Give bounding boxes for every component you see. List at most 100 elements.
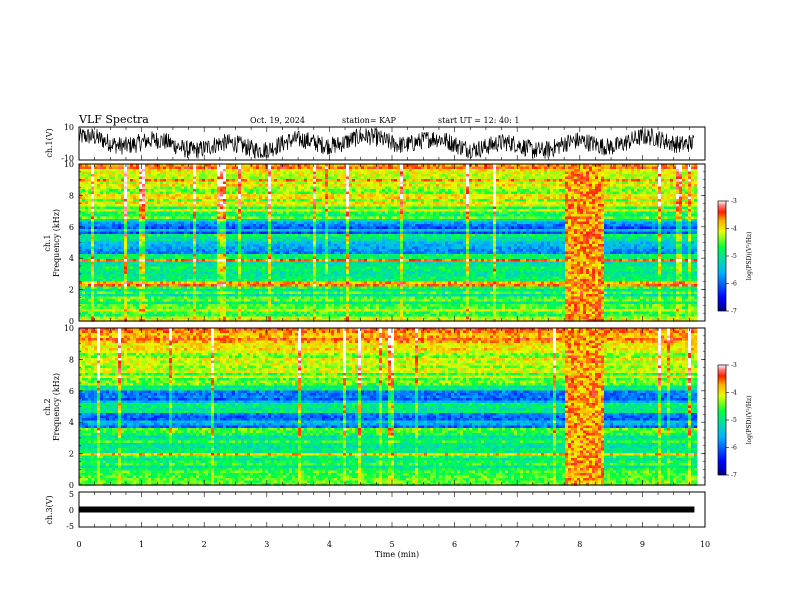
spectrogram1-cell	[103, 289, 106, 292]
spectrogram1-cell	[88, 174, 91, 177]
spectrogram1-cell	[136, 182, 139, 185]
spectrogram1-cell	[127, 259, 130, 262]
spectrogram1-cell	[103, 279, 106, 282]
spectrogram1-cell	[121, 227, 124, 230]
spectrogram1-cell	[133, 247, 136, 250]
spectrogram1-cell	[103, 197, 106, 200]
spectrogram1-cell	[115, 197, 118, 200]
spectrogram1-cell	[91, 267, 94, 270]
spectrogram1-cell	[145, 169, 148, 172]
spectrogram1-cell	[106, 232, 109, 235]
spectrogram1-cell	[121, 204, 124, 207]
spectrogram1-cell	[127, 269, 130, 272]
spectrogram1-cell	[124, 217, 127, 220]
spectrogram1-cell	[109, 249, 112, 252]
spectrogram1-cell	[148, 219, 151, 222]
spectrogram1-cell	[157, 289, 160, 292]
spectrogram1-cell	[91, 284, 94, 287]
spectrogram1-cell	[112, 279, 115, 282]
spectrogram1-cell	[130, 232, 133, 235]
spectrogram1-cell	[112, 179, 115, 182]
spectrogram1-cell	[109, 224, 112, 227]
spectrogram1-cell	[94, 289, 97, 292]
spectrogram1-cell	[88, 179, 91, 182]
spectrogram1-cell	[127, 307, 130, 310]
spectrogram1-cell	[115, 202, 118, 205]
spectrogram1-cell	[154, 207, 157, 210]
spectrogram1-cell	[118, 197, 121, 200]
spectrogram1-cell	[100, 317, 103, 320]
spectrogram1-cell	[91, 224, 94, 227]
spectrogram1-cell	[136, 167, 139, 170]
spectrogram1-cell	[91, 167, 94, 170]
spectrogram1-cell	[139, 254, 142, 257]
spectrogram1-cell	[106, 179, 109, 182]
spectrogram1-cell	[118, 307, 121, 310]
spectrogram1-cell	[130, 314, 133, 317]
spectrogram1-cell	[112, 284, 115, 287]
spectrogram1-cell	[124, 199, 127, 202]
spectrogram1-cell	[109, 167, 112, 170]
spectrogram1-cell	[127, 302, 130, 305]
spectrogram1-cell	[94, 312, 97, 315]
spectrogram1-cell	[115, 239, 118, 242]
spectrogram1-cell	[100, 239, 103, 242]
spectrogram1-cell	[145, 219, 148, 222]
spectrogram1-cell	[103, 259, 106, 262]
spectrogram1-cell	[136, 317, 139, 320]
spectrogram1-cell	[142, 234, 145, 237]
spectrogram1-cell	[88, 167, 91, 170]
spectrogram1-cell	[85, 287, 88, 290]
spectrogram1-cell	[109, 239, 112, 242]
spectrogram1-cell	[82, 202, 85, 205]
spectrogram1-cell	[124, 169, 127, 172]
spectrogram1-cell	[103, 172, 106, 175]
spectrogram1-cell	[109, 197, 112, 200]
spectrogram1-cell	[91, 247, 94, 250]
spectrogram1-cell	[112, 264, 115, 267]
spectrogram1-cell	[106, 302, 109, 305]
spectrogram1-cell	[106, 192, 109, 195]
spectrogram1-cell	[136, 239, 139, 242]
spectrogram1-cell	[103, 304, 106, 307]
spectrogram1-cell	[115, 314, 118, 317]
spectrogram1-cell	[94, 247, 97, 250]
spectrogram1-cell	[115, 292, 118, 295]
spectrogram1-cell	[109, 212, 112, 215]
spectrogram1-cell	[94, 214, 97, 217]
spectrogram1-cell	[97, 187, 100, 190]
spectrogram1-cell	[97, 179, 100, 182]
spectrogram1-cell	[88, 262, 91, 265]
spectrogram1-cell	[94, 272, 97, 275]
spectrogram1-cell	[115, 224, 118, 227]
spectrogram1-cell	[130, 182, 133, 185]
spectrogram1-cell	[160, 212, 163, 215]
spectrogram1-cell	[136, 284, 139, 287]
spectrogram1-cell	[103, 174, 106, 177]
spectrogram1-cell	[127, 182, 130, 185]
spectrogram1-cell	[136, 302, 139, 305]
spectrogram1-cell	[112, 172, 115, 175]
spectrogram1-cell	[124, 274, 127, 277]
spectrogram1-cell	[82, 167, 85, 170]
spectrogram1-cell	[118, 219, 121, 222]
spectrogram1-cell	[82, 222, 85, 225]
spectrogram1-cell	[112, 224, 115, 227]
spectrogram1-cell	[139, 302, 142, 305]
spectrogram1-cell	[142, 307, 145, 310]
spectrogram1-cell	[133, 252, 136, 255]
spectrogram1-cell	[154, 252, 157, 255]
spectrogram1-cell	[160, 259, 163, 262]
spectrogram1-cell	[100, 197, 103, 200]
spectrogram1-cell	[121, 317, 124, 320]
spectrogram1-cell	[124, 232, 127, 235]
spectrogram1-cell	[139, 182, 142, 185]
spectrogram1-cell	[160, 219, 163, 222]
spectrogram1-cell	[88, 257, 91, 260]
spectrogram1-cell	[103, 214, 106, 217]
spectrogram1-cell	[145, 182, 148, 185]
spectrogram1-cell	[157, 269, 160, 272]
spectrogram1-cell	[118, 204, 121, 207]
spectrogram1-cell	[145, 212, 148, 215]
spectrogram1-cell	[91, 204, 94, 207]
